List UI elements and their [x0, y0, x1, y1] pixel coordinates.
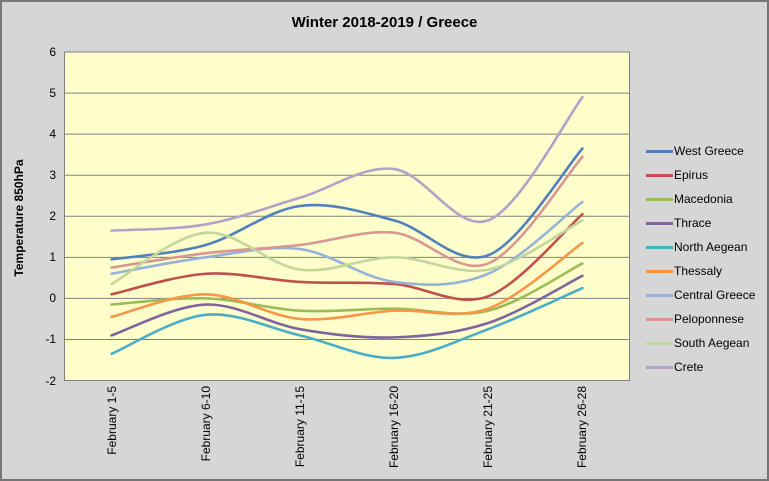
legend-label-crete: Crete	[674, 360, 704, 374]
legend-label-macedonia: Macedonia	[674, 192, 733, 206]
legend-item-thessaly: Thessaly	[646, 259, 767, 283]
y-tick-label-5: 5	[49, 86, 56, 101]
series-line-crete	[110, 95, 584, 232]
legend: West Greece Epirus Macedonia Thrace North Ae…	[646, 139, 767, 379]
y-tick-label-3: 3	[49, 168, 56, 183]
y-tick-label-4: 4	[49, 127, 56, 142]
legend-item-epirus: Epirus	[646, 163, 767, 187]
legend-item-thrace: Thrace	[646, 211, 767, 235]
y-tick-label--1: -1	[45, 332, 56, 347]
series-line-macedonia	[110, 262, 584, 315]
legend-label-peloponnese: Peloponnese	[674, 312, 745, 326]
series-line-south-aegean	[110, 219, 584, 286]
legend-swatch-crete	[646, 365, 673, 369]
legend-label-thrace: Thrace	[674, 216, 712, 230]
series-line-west-greece	[110, 147, 584, 261]
x-tick-label-february-11-15: February 11-15	[292, 386, 307, 468]
series-line-north-aegean	[110, 286, 584, 360]
legend-swatch-macedonia	[646, 197, 673, 201]
legend-swatch-west-greece	[646, 149, 673, 153]
legend-swatch-north-aegean	[646, 245, 673, 249]
x-tick-label-february-21-25: February 21-25	[481, 386, 496, 469]
legend-label-thessaly: Thessaly	[674, 264, 723, 278]
y-tick-label-2: 2	[49, 209, 56, 224]
x-tick-label-february-6-10: February 6-10	[198, 386, 213, 462]
legend-swatch-epirus	[646, 173, 673, 177]
chart-title: Winter 2018-2019 / Greece	[291, 14, 478, 31]
legend-label-epirus: Epirus	[674, 168, 709, 182]
x-tick-label-february-16-20: February 16-20	[387, 386, 402, 469]
legend-label-south-aegean: South Aegean	[674, 336, 750, 350]
y-tick-label--2: -2	[45, 373, 56, 388]
series-line-peloponnese	[110, 155, 584, 269]
legend-item-crete: Crete	[646, 355, 767, 379]
legend-item-macedonia: Macedonia	[646, 187, 767, 211]
legend-swatch-central-greece	[646, 293, 673, 297]
legend-item-north-aegean: North Aegean	[646, 235, 767, 259]
legend-swatch-peloponnese	[646, 317, 673, 321]
series-line-epirus	[110, 212, 584, 301]
legend-item-central-greece: Central Greece	[646, 283, 767, 307]
x-tick-label-february-1-5: February 1-5	[104, 386, 119, 455]
y-tick-label-1: 1	[49, 250, 56, 265]
legend-swatch-thessaly	[646, 269, 673, 273]
x-tick-label-february-26-28: February 26-28	[575, 386, 590, 469]
legend-label-west-greece: West Greece	[674, 144, 744, 158]
y-tick-label-0: 0	[49, 291, 56, 306]
legend-item-south-aegean: South Aegean	[646, 331, 767, 355]
legend-swatch-thrace	[646, 221, 673, 225]
legend-item-west-greece: West Greece	[646, 139, 767, 163]
legend-item-peloponnese: Peloponnese	[646, 307, 767, 331]
legend-label-central-greece: Central Greece	[674, 288, 756, 302]
legend-label-north-aegean: North Aegean	[674, 240, 748, 254]
series-line-thessaly	[110, 241, 584, 321]
y-tick-label-6: 6	[49, 45, 56, 59]
legend-swatch-south-aegean	[646, 341, 673, 345]
series-line-thrace	[110, 274, 584, 339]
